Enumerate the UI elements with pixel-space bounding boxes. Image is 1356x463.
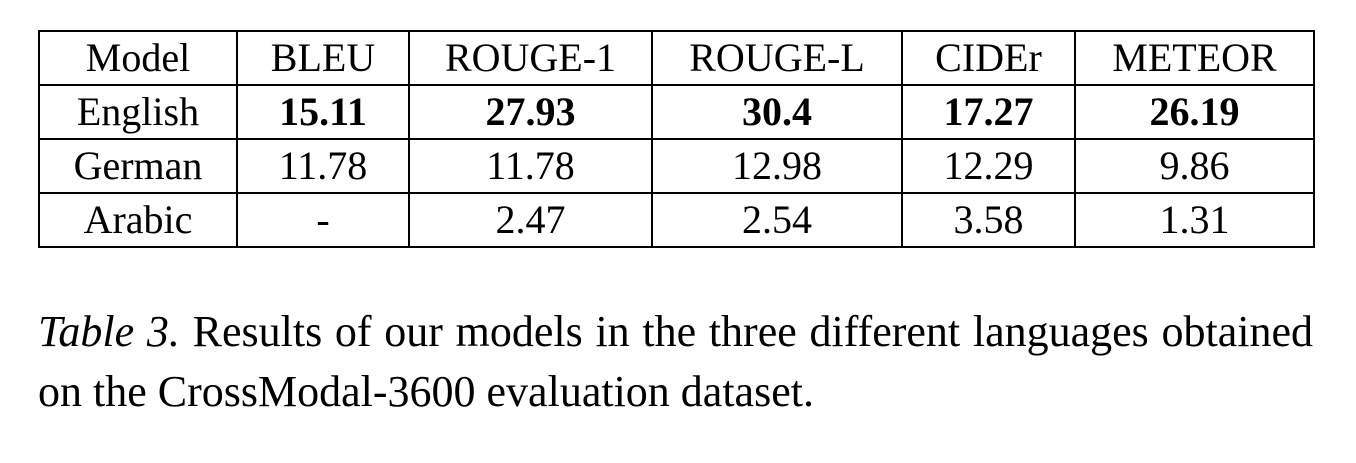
header-model: Model (38, 30, 238, 86)
table-header-row: Model BLEU ROUGE-1 ROUGE-L CIDEr METEOR (38, 30, 1315, 86)
caption-text: Results of our models in the three diffe… (38, 307, 1314, 416)
cell-bleu: 11.78 (236, 138, 410, 194)
cell-rouge-1: 2.47 (408, 192, 653, 248)
table-caption: Table 3. Results of our models in the th… (38, 302, 1313, 422)
table-row-german: German 11.78 11.78 12.98 12.29 9.86 (38, 138, 1315, 194)
caption-label: Table 3. (38, 307, 180, 356)
header-bleu: BLEU (236, 30, 410, 86)
row-label: Arabic (38, 192, 238, 248)
header-rouge-1: ROUGE-1 (408, 30, 653, 86)
cell-rouge-l: 12.98 (651, 138, 903, 194)
cell-cider: 3.58 (901, 192, 1076, 248)
cell-rouge-l: 2.54 (651, 192, 903, 248)
cell-rouge-1: 27.93 (408, 84, 653, 140)
header-rouge-l: ROUGE-L (651, 30, 903, 86)
table-row-arabic: Arabic - 2.47 2.54 3.58 1.31 (38, 192, 1315, 248)
row-label: German (38, 138, 238, 194)
cell-meteor: 1.31 (1074, 192, 1315, 248)
cell-cider: 17.27 (901, 84, 1076, 140)
cell-bleu: - (236, 192, 410, 248)
header-cider: CIDEr (901, 30, 1076, 86)
cell-rouge-1: 11.78 (408, 138, 653, 194)
table-row-english: English 15.11 27.93 30.4 17.27 26.19 (38, 84, 1315, 140)
results-table: Model BLEU ROUGE-1 ROUGE-L CIDEr METEOR … (38, 30, 1315, 248)
row-label: English (38, 84, 238, 140)
header-meteor: METEOR (1074, 30, 1315, 86)
cell-bleu: 15.11 (236, 84, 410, 140)
cell-rouge-l: 30.4 (651, 84, 903, 140)
cell-meteor: 26.19 (1074, 84, 1315, 140)
cell-meteor: 9.86 (1074, 138, 1315, 194)
cell-cider: 12.29 (901, 138, 1076, 194)
